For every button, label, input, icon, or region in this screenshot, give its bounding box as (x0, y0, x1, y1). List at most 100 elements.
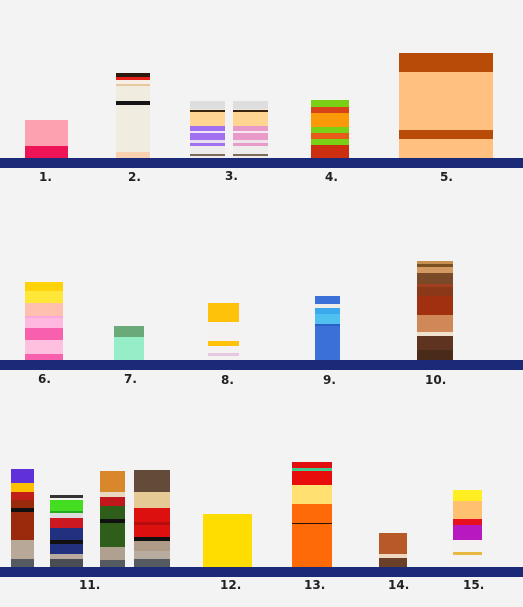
stack-6 (25, 282, 63, 360)
stack-14-band-1 (379, 533, 407, 554)
stack-6-band-8 (25, 354, 63, 360)
label-1: 1. (39, 170, 52, 184)
label-3: 3. (225, 169, 238, 183)
stack-3a-band-1 (190, 101, 225, 109)
stack-6-band-5 (25, 318, 63, 328)
stack-12-band-1 (203, 514, 252, 567)
stack-13-band-5 (292, 504, 332, 523)
stack-13-band-6 (292, 523, 332, 524)
stack-3a-band-6 (190, 131, 225, 133)
stack-8-band-1 (208, 303, 239, 322)
stack-11c-band-4 (100, 506, 125, 519)
stack-3b-band-11 (233, 154, 268, 156)
shelf-1 (0, 158, 523, 168)
stack-13-band-2 (292, 468, 332, 471)
stack-10-band-4 (417, 273, 453, 284)
stack-11d-band-2 (134, 492, 170, 508)
stack-3a-band-4 (190, 112, 225, 126)
stack-3a-band-12 (190, 156, 225, 158)
stack-8-band-6 (208, 356, 239, 360)
stack-15-band-6 (453, 552, 482, 555)
stack-7-band-1 (114, 326, 144, 337)
stack-7-band-2 (114, 337, 144, 360)
stack-4-band-3 (311, 113, 349, 127)
stack-6-band-4 (25, 316, 63, 318)
stack-11c-band-8 (100, 560, 125, 567)
stack-2-band-3 (116, 80, 150, 84)
stack-3b-band-9 (233, 143, 268, 146)
label-15: 15. (463, 578, 485, 592)
stack-15-band-5 (453, 540, 482, 552)
stack-14-band-2 (379, 554, 407, 558)
stack-11c-band-6 (100, 523, 125, 547)
stack-6-band-2 (25, 291, 63, 303)
label-11: 11. (79, 578, 101, 592)
stack-14-band-3 (379, 558, 407, 567)
stack-6-band-3 (25, 303, 63, 316)
stack-11b-band-7 (50, 528, 83, 540)
stack-3b (233, 101, 268, 158)
stack-3a (190, 101, 225, 158)
stack-15-band-7 (453, 555, 482, 567)
stack-2-band-1 (116, 73, 150, 77)
label-5: 5. (440, 170, 453, 184)
label-6: 6. (38, 372, 51, 386)
stack-11a-band-3 (11, 492, 34, 500)
stack-5-band-4 (399, 139, 493, 158)
stack-9-band-5 (315, 324, 340, 326)
stack-15-band-4 (453, 525, 482, 540)
stack-10 (417, 261, 453, 360)
stack-4-band-6 (311, 139, 349, 145)
stack-15 (453, 490, 482, 567)
stack-11b-band-6 (50, 518, 83, 528)
stack-4-band-7 (311, 145, 349, 158)
stack-3a-band-11 (190, 154, 225, 156)
label-13: 13. (304, 578, 326, 592)
stack-2-band-8 (116, 152, 150, 158)
stack-11c-band-7 (100, 547, 125, 560)
stack-11a-band-2 (11, 483, 34, 492)
stack-5-band-2 (399, 72, 493, 130)
stack-11d-band-3 (134, 508, 170, 522)
stack-11c-band-1 (100, 471, 125, 492)
stack-1-band-2 (25, 146, 68, 158)
stack-3a-band-3 (190, 110, 225, 112)
stack-3b-band-10 (233, 146, 268, 154)
stack-13-band-4 (292, 485, 332, 504)
stack-11b-band-5 (50, 513, 83, 518)
stack-9-band-4 (315, 314, 340, 324)
label-9: 9. (323, 373, 336, 387)
stack-10-band-7 (417, 296, 453, 315)
stack-10-band-8 (417, 315, 453, 332)
stack-3b-band-12 (233, 156, 268, 158)
stack-10-band-2 (417, 264, 453, 267)
label-8: 8. (221, 373, 234, 387)
label-14: 14. (388, 578, 410, 592)
stack-3a-band-10 (190, 146, 225, 154)
stack-3b-band-2 (233, 109, 268, 110)
stack-3b-band-7 (233, 133, 268, 140)
label-12: 12. (220, 578, 242, 592)
stack-2-band-6 (116, 101, 150, 105)
stack-11a (11, 469, 34, 567)
stack-10-band-1 (417, 261, 453, 264)
stack-3b-band-8 (233, 140, 268, 143)
label-7: 7. (124, 372, 137, 386)
stack-11d-band-1 (134, 470, 170, 492)
stack-11b-band-4 (50, 511, 83, 513)
stack-4-band-5 (311, 133, 349, 139)
stack-13 (292, 462, 332, 567)
stack-10-band-9 (417, 332, 453, 336)
stack-11a-band-1 (11, 469, 34, 483)
stack-9-band-3 (315, 308, 340, 314)
stack-4-band-4 (311, 127, 349, 133)
stack-11d-band-6 (134, 537, 170, 541)
stack-15-band-3 (453, 519, 482, 525)
stack-11a-band-4 (11, 500, 34, 508)
stack-7 (114, 326, 144, 360)
shelf-2 (0, 360, 523, 370)
stack-12 (203, 514, 252, 567)
stack-13-band-1 (292, 462, 332, 468)
stack-9-band-6 (315, 326, 340, 360)
stack-3a-band-5 (190, 126, 225, 131)
